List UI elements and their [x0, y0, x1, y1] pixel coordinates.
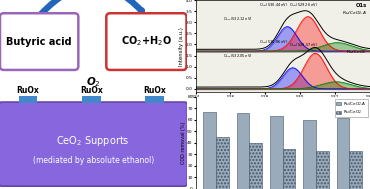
- Text: Ru/CeO$_2$: Ru/CeO$_2$: [346, 48, 367, 56]
- Text: O$_{latt}$(530.86 eV): O$_{latt}$(530.86 eV): [259, 38, 289, 46]
- X-axis label: Binding energy (eV): Binding energy (eV): [256, 100, 309, 105]
- FancyArrowPatch shape: [41, 0, 142, 14]
- FancyBboxPatch shape: [0, 13, 78, 70]
- Bar: [316, 151, 329, 189]
- Text: O$_{ads}$(532.12 eV): O$_{ads}$(532.12 eV): [223, 15, 253, 23]
- Y-axis label: COD removal (%): COD removal (%): [181, 122, 186, 164]
- Bar: [216, 137, 229, 189]
- Text: O$_2$: O$_2$: [86, 75, 101, 89]
- Bar: [82, 96, 101, 103]
- Bar: [270, 116, 283, 189]
- Bar: [145, 96, 164, 103]
- Text: Ru/CeO$_2$-A: Ru/CeO$_2$-A: [342, 9, 367, 17]
- Text: CO$_2$+H$_2$O: CO$_2$+H$_2$O: [121, 35, 172, 49]
- Text: O$_{latt}$(529.26 eV): O$_{latt}$(529.26 eV): [289, 1, 318, 9]
- Text: RuOx: RuOx: [144, 86, 166, 95]
- FancyBboxPatch shape: [106, 13, 186, 70]
- Text: O1s: O1s: [355, 3, 367, 8]
- Y-axis label: Intensity (a.u.): Intensity (a.u.): [179, 27, 184, 66]
- Legend: Ru/CeO$_2$-A, Ru/CeO$_2$: Ru/CeO$_2$-A, Ru/CeO$_2$: [335, 99, 368, 117]
- Text: O$_{latt}$(529.57 eV): O$_{latt}$(529.57 eV): [289, 42, 318, 49]
- Bar: [18, 96, 37, 103]
- Bar: [349, 151, 362, 189]
- Text: O$_{latt}$(530.44 eV): O$_{latt}$(530.44 eV): [259, 1, 289, 9]
- Bar: [237, 113, 249, 189]
- Bar: [204, 112, 216, 189]
- Bar: [283, 149, 295, 189]
- Bar: [249, 143, 262, 189]
- Text: CeO$_2$ Supports: CeO$_2$ Supports: [57, 134, 130, 148]
- Bar: [337, 118, 349, 189]
- Bar: [303, 120, 316, 189]
- FancyBboxPatch shape: [0, 102, 188, 186]
- Text: (mediated by absolute ethanol): (mediated by absolute ethanol): [33, 156, 154, 165]
- Text: RuOx: RuOx: [17, 86, 39, 95]
- Text: Butyric acid: Butyric acid: [6, 37, 72, 46]
- Text: RuOx: RuOx: [80, 86, 103, 95]
- Text: O$_{ads}$(532.05 eV): O$_{ads}$(532.05 eV): [223, 53, 253, 60]
